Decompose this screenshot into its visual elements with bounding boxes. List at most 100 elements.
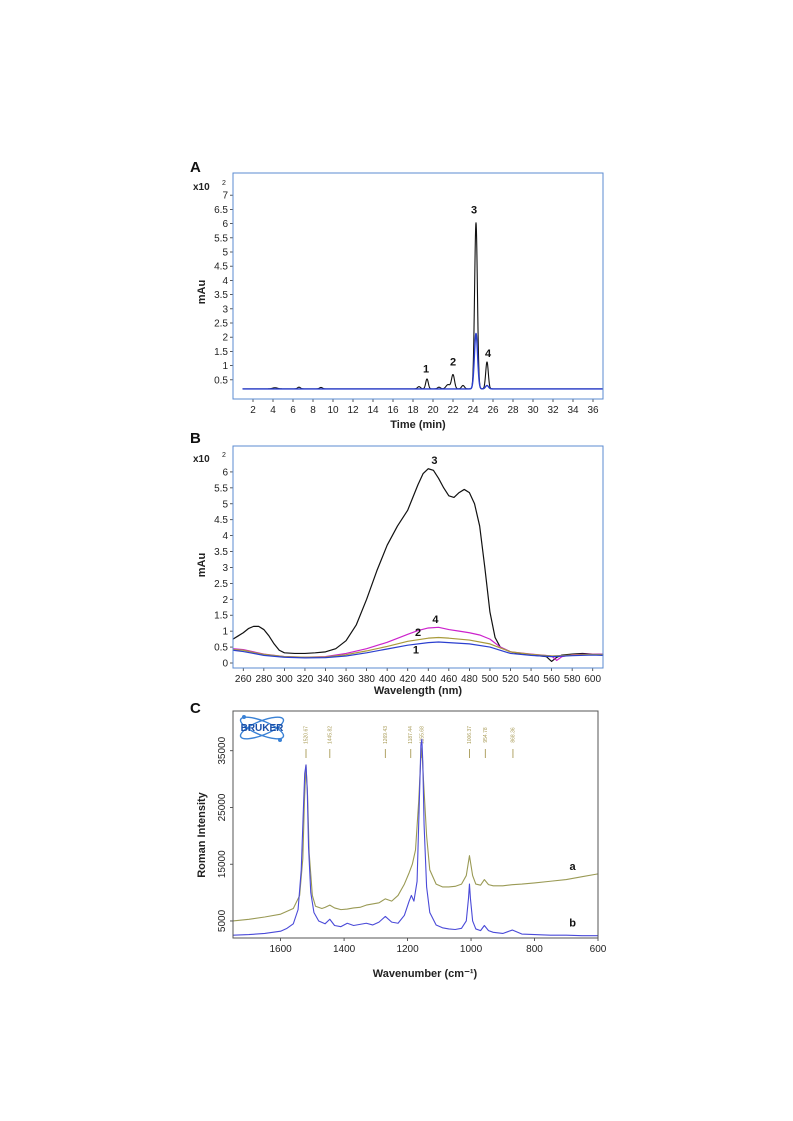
- x-tick-label: 320: [297, 674, 314, 685]
- x-tick-label: 24: [467, 405, 479, 416]
- bruker-logo: BRUKER: [239, 715, 285, 742]
- x-tick-label: 520: [502, 674, 519, 685]
- panel-letter-a: A: [190, 159, 201, 176]
- chromatogram-trace: [242, 332, 604, 390]
- peak-marker-label: 1006.37: [467, 726, 473, 744]
- panel-b-ylabel: mAu: [196, 553, 208, 577]
- x-tick-label: 30: [527, 405, 539, 416]
- panel-b-multiplier: x10: [193, 454, 210, 465]
- panel-a-multiplier: x10: [193, 182, 210, 193]
- y-tick-label: 6: [222, 467, 228, 478]
- y-tick-label: 6.5: [214, 205, 228, 216]
- y-tick-label: 0: [222, 659, 228, 670]
- x-tick-label: 1200: [396, 944, 419, 955]
- spectrum-line: [232, 636, 604, 658]
- panel-a-plot: 2 4 6 8 10 12 14 16 18 20 22 24 26 28 30 32 34 360.511.52…: [214, 191, 604, 416]
- x-tick-label: 20: [427, 405, 439, 416]
- x-tick-label: 1400: [333, 944, 356, 955]
- peak-marker-label: 1520.67: [304, 726, 310, 744]
- x-tick-label: 380: [358, 674, 375, 685]
- x-tick-label: 500: [482, 674, 499, 685]
- x-tick-label: 360: [338, 674, 355, 685]
- x-tick-label: 600: [584, 674, 601, 685]
- peak-annotation: 4: [485, 348, 492, 360]
- peak-marker-label: 1445.82: [327, 726, 333, 744]
- peak-annotation: 3: [431, 455, 437, 467]
- x-tick-label: 1600: [269, 944, 292, 955]
- peak-annotation: 2: [450, 357, 456, 369]
- y-tick-label: 5.5: [214, 233, 228, 244]
- panel-b-xlabel: Wavelength (nm): [374, 685, 463, 697]
- y-tick-label: 3: [222, 304, 228, 315]
- panel-c-plot: 1600 1400 1200 1000 800 600 5000 15000 25000 3500…: [217, 726, 607, 955]
- x-tick-label: 36: [587, 405, 599, 416]
- x-tick-label: 12: [347, 405, 359, 416]
- y-tick-label: 1.5: [214, 347, 228, 358]
- panel-a-ylabel: mAu: [196, 280, 208, 304]
- x-tick-label: 400: [379, 674, 396, 685]
- y-tick-label: 6: [222, 219, 228, 230]
- x-tick-label: 280: [255, 674, 272, 685]
- x-tick-label: 34: [567, 405, 579, 416]
- panel-a-multiplier-exp: 2: [222, 180, 226, 187]
- x-tick-label: 460: [440, 674, 457, 685]
- y-tick-label: 4: [222, 531, 228, 542]
- panel-b-frame: [232, 445, 604, 669]
- y-tick-label: 2.5: [214, 319, 228, 330]
- panel-b-chart: x10 2 mAu Wavelength (nm) 260 280 300 320 34…: [193, 445, 604, 697]
- panel-a-xlabel: Time (min): [390, 419, 446, 431]
- x-tick-label: 10: [327, 405, 339, 416]
- y-tick-label: 2: [222, 595, 228, 606]
- x-tick-label: 260: [235, 674, 252, 685]
- panel-c-chart: Roman Intensity Wavenumber (cm⁻¹) 1600 14…: [196, 710, 607, 980]
- y-tick-label: 1: [222, 361, 228, 372]
- raman-spectrum-line: [232, 738, 599, 937]
- x-tick-label: 32: [547, 405, 559, 416]
- y-tick-label: 5.5: [214, 483, 228, 494]
- logo-dot-2: [278, 738, 282, 742]
- peak-annotation: 1: [423, 364, 429, 376]
- logo-orbit-1: [239, 716, 285, 740]
- y-tick-label: 2: [222, 333, 228, 344]
- peak-annotation: a: [570, 861, 577, 873]
- x-tick-label: 540: [523, 674, 540, 685]
- y-tick-label: 25000: [217, 793, 228, 821]
- peak-annotation: b: [569, 918, 576, 930]
- x-tick-label: 16: [387, 405, 399, 416]
- y-tick-label: 5: [222, 499, 228, 510]
- y-tick-label: 7: [222, 191, 228, 202]
- y-tick-label: 3.5: [214, 547, 228, 558]
- x-tick-label: 14: [367, 405, 379, 416]
- panel-c-xlabel: Wavenumber (cm⁻¹): [373, 968, 478, 980]
- y-tick-label: 4.5: [214, 262, 228, 273]
- peak-annotation: 3: [471, 205, 477, 217]
- logo-text: BRUKER: [241, 723, 285, 734]
- peak-marker-label: 1269.43: [383, 726, 389, 744]
- x-tick-label: 22: [447, 405, 459, 416]
- x-tick-label: 18: [407, 405, 419, 416]
- x-tick-label: 300: [276, 674, 293, 685]
- y-tick-label: 2.5: [214, 579, 228, 590]
- y-tick-label: 1.5: [214, 611, 228, 622]
- y-tick-label: 0.5: [214, 643, 228, 654]
- panel-a-frame: [232, 172, 604, 400]
- x-tick-label: 580: [564, 674, 581, 685]
- panel-c-ylabel: Roman Intensity: [196, 791, 208, 877]
- panel-b-plot: 260 280 300 320 340 360 380 400 420 440 460 480 500 5…: [214, 455, 604, 685]
- y-tick-label: 3: [222, 563, 228, 574]
- panel-letter-c: C: [190, 700, 201, 717]
- y-tick-label: 5000: [217, 909, 228, 932]
- raman-spectrum-line: [232, 747, 599, 922]
- x-tick-label: 560: [543, 674, 560, 685]
- peak-marker-label: 954.78: [483, 727, 489, 743]
- y-tick-label: 4.5: [214, 515, 228, 526]
- logo-dot-1: [242, 715, 246, 719]
- x-tick-label: 480: [461, 674, 478, 685]
- logo-orbit-2: [239, 716, 285, 740]
- peak-marker-label: 1155.68: [419, 726, 425, 744]
- y-tick-label: 15000: [217, 850, 228, 878]
- x-tick-label: 340: [317, 674, 334, 685]
- spectrum-line: [232, 641, 604, 659]
- peak-annotation: 4: [432, 614, 439, 626]
